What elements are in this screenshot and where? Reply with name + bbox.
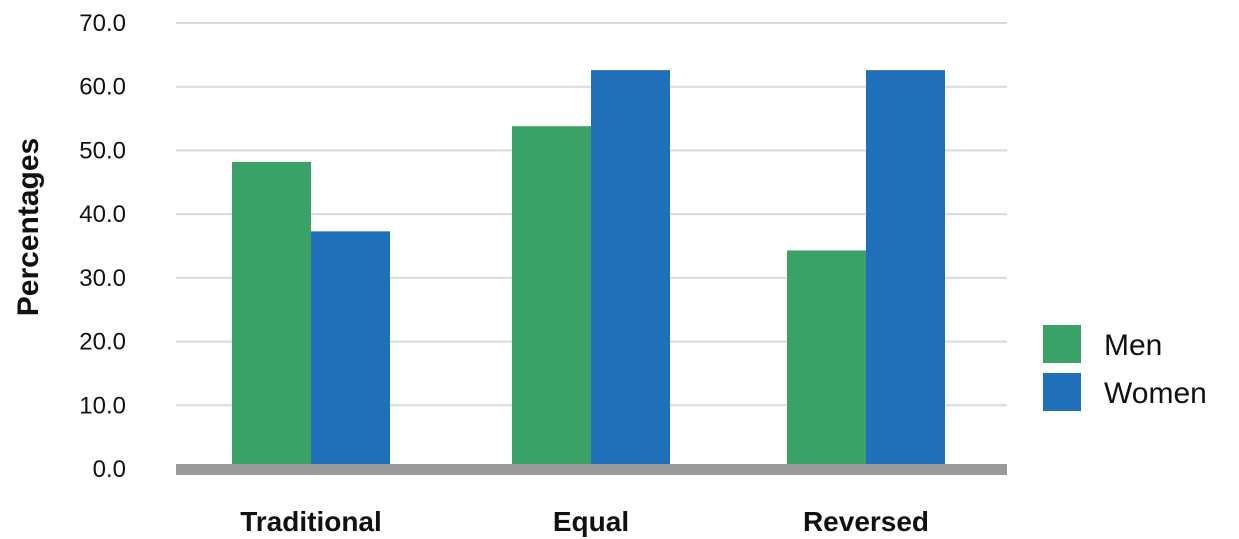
bar-men-equal [512,126,591,470]
bar-women-traditional [311,231,390,469]
y-tick-label: 0.0 [93,456,126,483]
bars [232,70,945,470]
y-tick-label: 60.0 [79,74,126,101]
x-axis-baseline [176,464,1007,475]
x-category-label: Equal [553,506,629,537]
bar-men-traditional [232,161,311,469]
x-axis-labels: Traditional Equal Reversed [240,506,929,537]
y-axis-ticks: 0.0 10.0 20.0 30.0 40.0 50.0 60.0 70.0 [79,10,126,483]
y-tick-label: 50.0 [79,137,126,164]
legend-swatch-women [1043,373,1081,411]
y-axis-title: Percentages [12,138,45,316]
legend-label-men: Men [1104,329,1162,362]
bar-women-reversed [866,70,945,470]
y-tick-label: 70.0 [79,10,126,37]
y-tick-label: 40.0 [79,201,126,228]
x-category-label: Reversed [803,506,929,537]
y-tick-label: 30.0 [79,265,126,292]
legend: Men Women [1043,325,1207,411]
bar-men-reversed [787,250,866,469]
legend-swatch-men [1043,325,1081,363]
y-tick-label: 20.0 [79,329,126,356]
legend-label-women: Women [1104,377,1207,410]
x-category-label: Traditional [240,506,382,537]
bar-women-equal [591,70,670,470]
y-tick-label: 10.0 [79,392,126,419]
